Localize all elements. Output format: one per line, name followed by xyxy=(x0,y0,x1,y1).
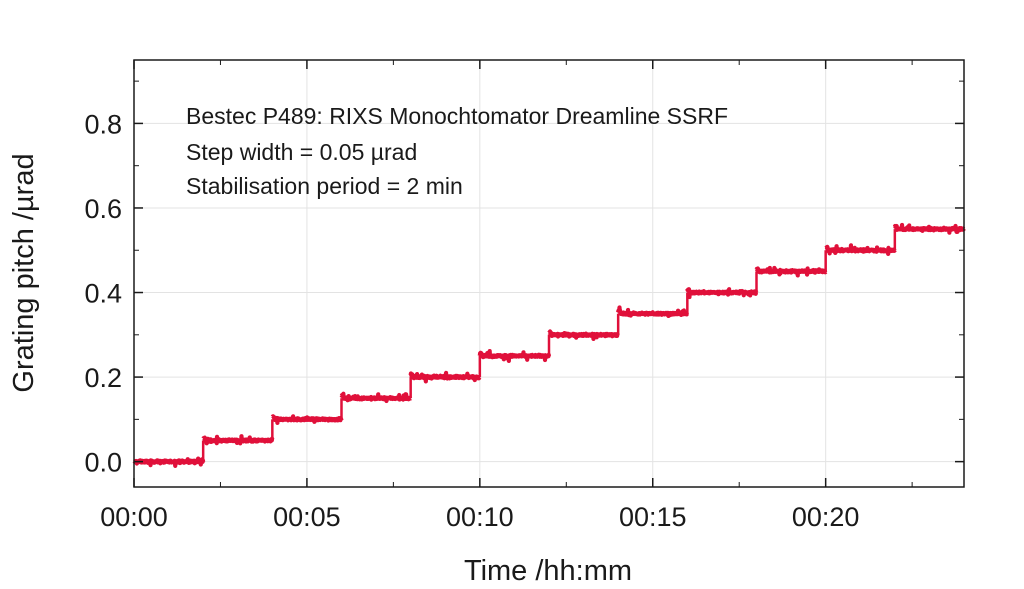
x-tick-label: 00:15 xyxy=(619,502,687,532)
series-step-8 xyxy=(685,287,759,300)
x-axis-title: Time /hh:mm xyxy=(464,555,632,587)
series-step-3 xyxy=(339,391,413,404)
series-step-4 xyxy=(408,370,482,384)
annotation-title: Bestec P489: RIXS Monochtomator Dreamlin… xyxy=(186,103,728,129)
series-step-10 xyxy=(823,243,897,257)
series-grating-pitch xyxy=(132,222,966,468)
y-tick-label: 0.0 xyxy=(84,448,122,478)
y-tick-label: 0.6 xyxy=(84,194,122,224)
x-tick-label: 00:05 xyxy=(273,502,341,532)
x-tick-label: 00:20 xyxy=(792,502,860,532)
y-axis-title: Grating pitch /µrad xyxy=(8,153,40,392)
series-step-2 xyxy=(270,414,344,425)
series-step-9 xyxy=(754,265,828,278)
series-step-5 xyxy=(477,349,552,364)
ticks xyxy=(133,60,964,487)
y-tick-label: 0.2 xyxy=(84,363,122,393)
plot-frame xyxy=(133,59,965,488)
series-step-6 xyxy=(547,329,621,341)
annotation-step-width: Step width = 0.05 µrad xyxy=(186,139,417,165)
series-step-0 xyxy=(132,456,206,468)
series-step-11 xyxy=(892,222,966,235)
series-step-1 xyxy=(201,434,275,446)
annotation-stabilisation: Stabilisation period = 2 min xyxy=(186,173,463,199)
tick-labels: 00:00 00:05 00:10 00:15 00:20 0.0 0.2 0.4 0.6 0.8 xyxy=(84,109,859,532)
x-tick-label: 00:10 xyxy=(446,502,514,532)
x-tick-label: 00:00 xyxy=(100,502,168,532)
y-tick-label: 0.8 xyxy=(84,109,122,139)
series-step-7 xyxy=(616,305,690,319)
y-tick-label: 0.4 xyxy=(84,279,122,309)
